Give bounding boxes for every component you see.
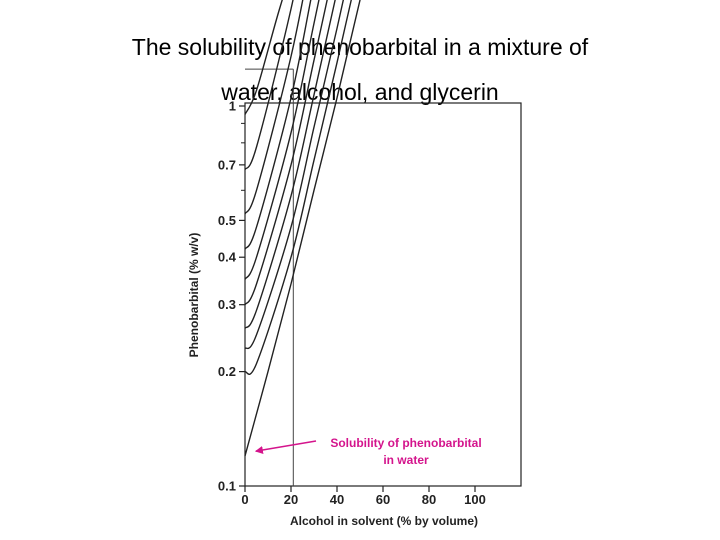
curve-glycerin-80 [244, 0, 294, 171]
curve-glycerin-70 [244, 0, 304, 215]
plot-frame [244, 102, 522, 487]
curve-glycerin-10 [244, 0, 352, 375]
curve-glycerin-50 [244, 0, 320, 280]
y-tick-label: 0.7 [218, 157, 236, 172]
x-tick-label: 100 [464, 492, 486, 507]
y-axis: 0.10.20.30.40.50.7123457102030 [218, 99, 245, 494]
y-tick-label: 0.1 [218, 479, 236, 494]
curve-glycerin-90 [244, 0, 283, 115]
curve-glycerin-0 [244, 0, 361, 457]
y-tick-label: 0.2 [218, 364, 236, 379]
guide-lines [245, 68, 294, 486]
x-tick-label: 80 [422, 492, 436, 507]
x-tick-label: 60 [376, 492, 390, 507]
x-tick-label: 20 [284, 492, 298, 507]
curve-glycerin-30 [244, 0, 336, 329]
water-solubility-annotation: Solubility of phenobarbital in water [254, 436, 482, 467]
curve-glycerin-20 [244, 0, 345, 350]
annotation-text-line-1: Solubility of phenobarbital [330, 436, 481, 450]
curves [244, 0, 361, 457]
y-axis-title: Phenobarbital (% w/v) [187, 233, 201, 358]
x-axis: 0 20 40 60 80 100 [241, 486, 486, 507]
slide-title-line-1: The solubility of phenobarbital in a mix… [131, 34, 589, 60]
annotation-arrow [254, 440, 317, 454]
curve-glycerin-60 [244, 0, 312, 250]
slide-title-line-2: water, alcohol, and glycerin [221, 79, 499, 105]
y-tick-label: 0.4 [218, 250, 237, 265]
y-tick-label: 0.5 [218, 213, 236, 228]
x-tick-label: 40 [330, 492, 344, 507]
curve-glycerin-40 [244, 0, 328, 306]
y-tick-label: 0.3 [218, 297, 236, 312]
x-axis-title: Alcohol in solvent (% by volume) [290, 514, 478, 528]
annotation-text-line-2: in water [383, 453, 429, 467]
y-tick-label: 1 [229, 99, 236, 114]
x-tick-label: 0 [241, 492, 248, 507]
